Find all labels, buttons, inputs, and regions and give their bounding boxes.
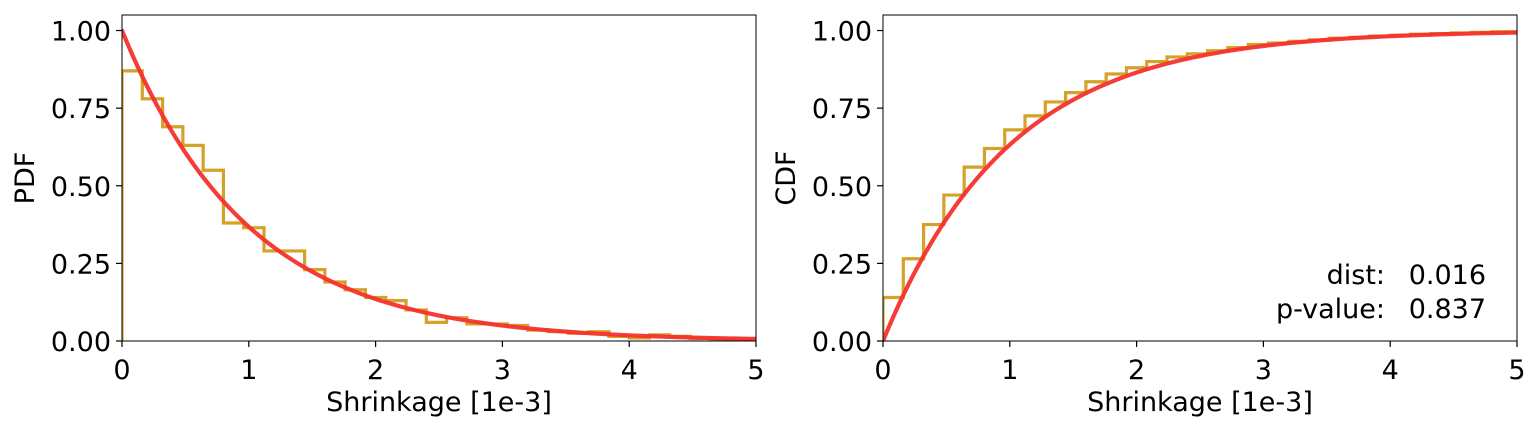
x-tick-label: 0 — [113, 355, 130, 386]
x-tick-label: 0 — [874, 355, 891, 386]
stat-label: p-value: — [1276, 294, 1385, 325]
x-axis-label: Shrinkage [1e-3] — [326, 387, 552, 418]
pdf-panel: 0 1 2 3 4 5 0.00 0.25 0.50 0.75 1.00 Shrinkage [1e-… — [10, 14, 765, 418]
x-tick-label: 3 — [494, 355, 511, 386]
cdf-panel: 0 1 2 3 4 5 0.00 0.25 0.50 0.75 1.00 Shrinkage [1e-… — [771, 14, 1526, 418]
x-tick-label: 3 — [1255, 355, 1272, 386]
y-tick-label: 0.25 — [51, 249, 111, 280]
y-tick-label: 0.75 — [51, 94, 111, 125]
histogram-step-series — [122, 69, 756, 341]
x-tick-label: 4 — [621, 355, 638, 386]
y-axis-label: CDF — [771, 150, 802, 205]
stat-value: 0.837 — [1409, 294, 1486, 325]
y-tick-label: 0.00 — [51, 327, 111, 358]
stat-label: dist: — [1327, 260, 1385, 291]
axes-frame — [882, 14, 1518, 342]
plot-area — [883, 30, 1517, 341]
x-tick-label: 1 — [1001, 355, 1018, 386]
y-tick-label: 0.75 — [812, 94, 872, 125]
y-tick-label: 0.00 — [812, 327, 872, 358]
plot-area — [122, 28, 756, 341]
x-tick-label: 1 — [240, 355, 257, 386]
axes-frame — [121, 14, 757, 342]
x-tick-label: 2 — [1128, 355, 1145, 386]
fitted-curve-series — [122, 28, 756, 341]
fitted-curve-series — [883, 30, 1517, 341]
x-axis-label: Shrinkage [1e-3] — [1087, 387, 1313, 418]
y-tick-label: 0.50 — [812, 172, 872, 203]
x-tick-label: 2 — [367, 355, 384, 386]
x-tick-label: 5 — [1508, 355, 1525, 386]
y-tick-label: 1.00 — [812, 17, 872, 48]
stat-value: 0.016 — [1409, 260, 1486, 291]
x-tick-label: 4 — [1382, 355, 1399, 386]
y-axis-label: PDF — [10, 152, 41, 205]
y-tick-label: 0.50 — [51, 172, 111, 203]
y-tick-label: 1.00 — [51, 17, 111, 48]
y-tick-label: 0.25 — [812, 249, 872, 280]
x-tick-label: 5 — [747, 355, 764, 386]
